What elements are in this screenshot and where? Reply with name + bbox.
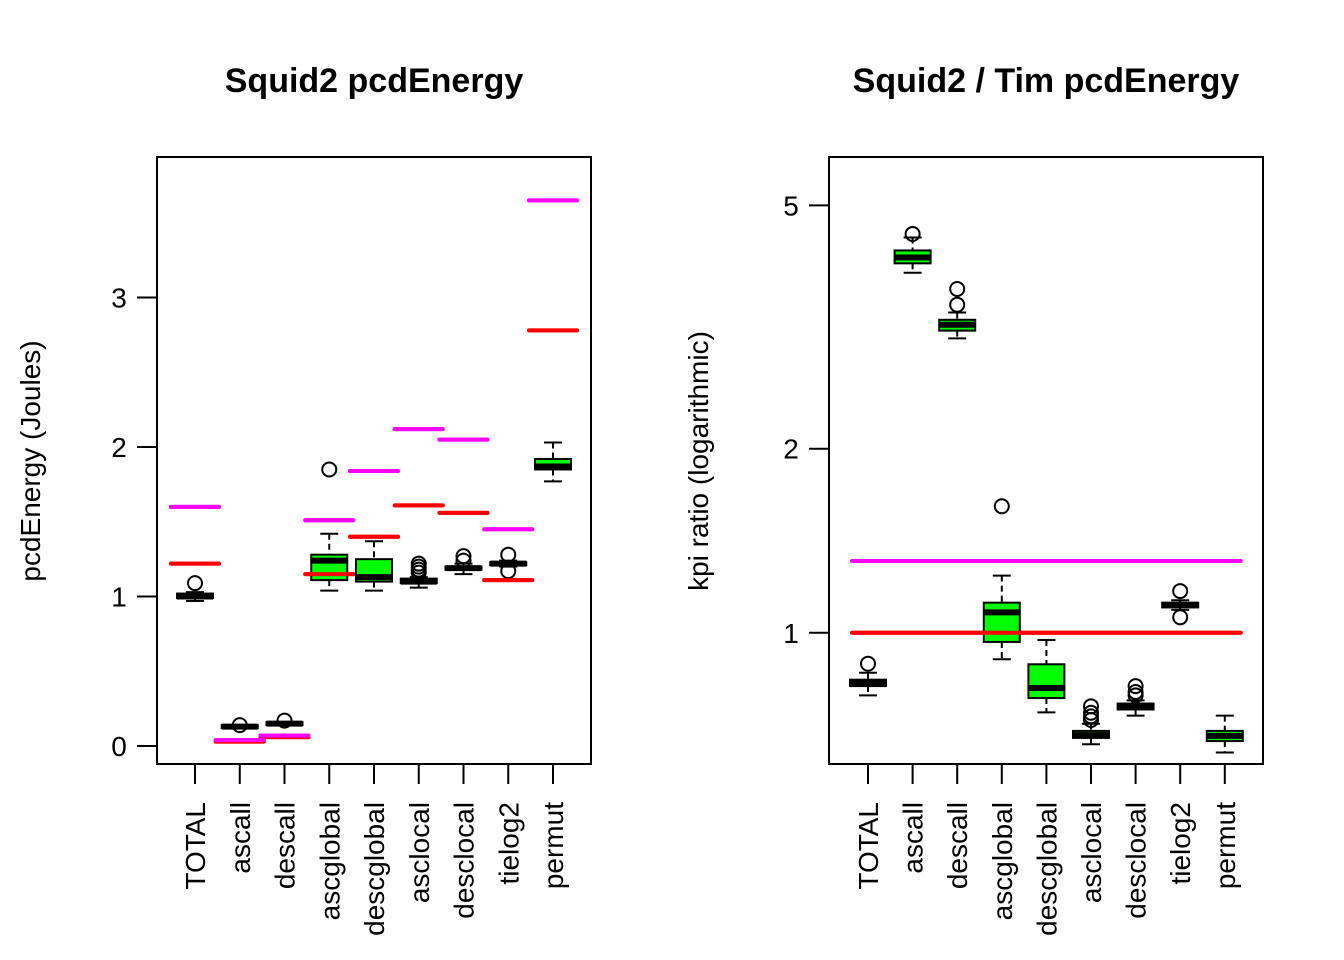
box-desclocal: [444, 548, 483, 576]
x-tick-label: ascglobal: [987, 802, 1018, 920]
y-tick-label: 0: [111, 731, 127, 762]
x-tick-label: ascall: [898, 802, 929, 874]
x-tick-label: asclocal: [404, 802, 435, 903]
box-asclocal: [399, 555, 438, 589]
x-tick-label: permut: [538, 802, 569, 889]
box-desclocal: [1116, 678, 1155, 717]
box-descall: [938, 280, 977, 340]
box-asclocal: [1072, 698, 1110, 746]
box-tielog2: [489, 546, 528, 580]
box-permut: [534, 441, 572, 483]
x-tick-label: TOTAL: [180, 802, 211, 890]
y-axis-label: pcdEnergy (Joules): [15, 340, 46, 581]
x-tick-label: ascall: [225, 802, 256, 874]
x-tick-label: descall: [270, 802, 301, 889]
outlier-point: [1083, 704, 1099, 721]
y-tick-label: 2: [783, 434, 799, 465]
chart-title: Squid2 / Tim pcdEnergy: [853, 62, 1240, 100]
box-TOTAL: [176, 575, 214, 603]
box-iqr: [982, 601, 1021, 643]
outlier-point: [1083, 698, 1099, 715]
x-tick-label: descglobal: [1031, 802, 1062, 936]
x-tick-label: desclocal: [1121, 802, 1152, 919]
outlier-point: [500, 546, 517, 563]
box-ascall: [220, 717, 259, 734]
outlier-point: [949, 296, 966, 313]
x-tick-label: tielog2: [493, 802, 524, 885]
box-ascglobal: [310, 461, 349, 592]
box-TOTAL: [849, 655, 887, 697]
chart-title: Squid2 pcdEnergy: [225, 62, 524, 100]
outlier-point: [455, 552, 472, 569]
outlier-point: [410, 555, 427, 572]
outlier-point: [455, 548, 472, 565]
y-tick-label: 1: [783, 618, 799, 649]
plot-frame: [156, 156, 592, 765]
box-descglobal: [1027, 639, 1066, 714]
y-axis-label: kpi ratio (logarithmic): [683, 331, 714, 591]
x-tick-label: descall: [942, 802, 973, 889]
panel-left: Squid2 pcdEnergy pcdEnergy (Joules) 0 1 2 3…: [15, 62, 592, 936]
outlier-point: [949, 280, 966, 297]
outlier-point: [231, 717, 248, 734]
x-tick-label: permut: [1210, 802, 1241, 889]
outlier-point: [1172, 609, 1189, 626]
box-descall: [265, 712, 304, 729]
box-descglobal: [355, 540, 393, 592]
x-tick-label: ascglobal: [314, 802, 345, 920]
box-iqr: [1027, 663, 1066, 700]
outlier-point: [187, 575, 203, 592]
y-tick-label: 2: [111, 432, 127, 463]
outlier-point: [276, 712, 293, 729]
x-tick-label: TOTAL: [853, 802, 884, 890]
x-tick-label: asclocal: [1076, 802, 1107, 903]
x-tick-label: tielog2: [1165, 802, 1196, 885]
box-tielog2: [1161, 583, 1200, 626]
outlier-point: [993, 498, 1010, 515]
x-tick-label: descglobal: [359, 802, 390, 936]
y-tick-label: 1: [111, 582, 127, 613]
outlier-point: [1172, 583, 1189, 600]
box-ascall: [893, 225, 932, 274]
x-tick-label: desclocal: [449, 802, 480, 919]
box-permut: [1205, 714, 1244, 754]
box-ascglobal: [982, 498, 1021, 661]
y-tick-label: 3: [111, 283, 127, 314]
y-tick-label: 5: [783, 190, 799, 221]
outlier-point: [321, 461, 338, 478]
outlier-point: [904, 225, 921, 242]
outlier-point: [1127, 678, 1144, 695]
outlier-point: [860, 655, 876, 672]
outlier-point: [1127, 684, 1144, 701]
panel-right: Squid2 / Tim pcdEnergy kpi ratio (logari…: [683, 62, 1264, 936]
